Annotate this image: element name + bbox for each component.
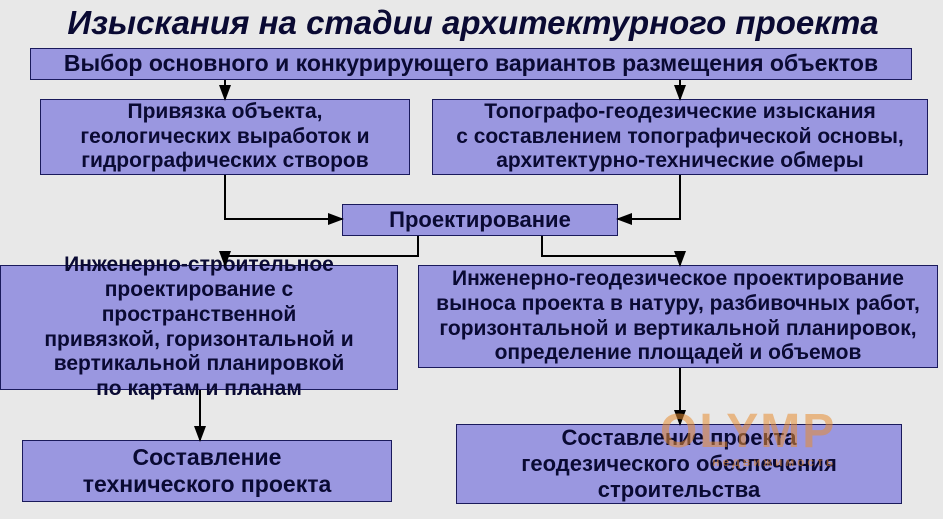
node-eng-geodesy: Инженерно-геодезическое проектированиевы… xyxy=(418,265,938,368)
node-geodesy-support: Составление проектагеодезического обеспе… xyxy=(456,424,902,504)
node-eng-construction: Инженерно-строительноепроектирование с п… xyxy=(0,265,398,390)
node-topo-survey: Топографо-геодезические изысканияс соста… xyxy=(432,99,928,175)
diagram-title: Изыскания на стадии архитектурного проек… xyxy=(28,4,918,44)
node-selection: Выбор основного и конкурирующего вариант… xyxy=(30,48,912,80)
node-design: Проектирование xyxy=(342,204,618,236)
node-tech-project: Составлениетехнического проекта xyxy=(22,440,392,502)
node-binding: Привязка объекта,геологических выработок… xyxy=(40,99,410,175)
